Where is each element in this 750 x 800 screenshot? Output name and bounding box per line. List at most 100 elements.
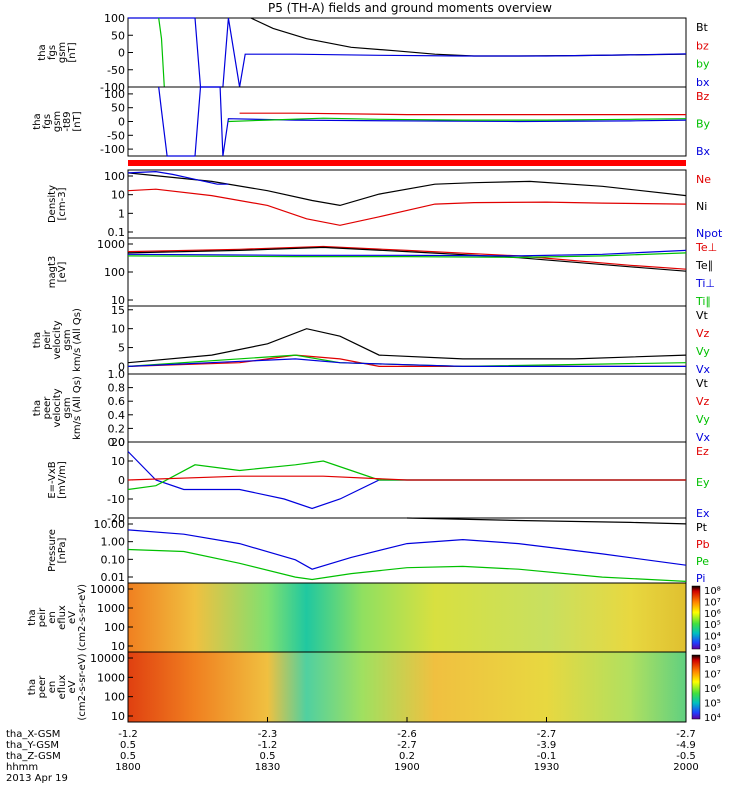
spectrogram-image (128, 652, 686, 722)
colorbar-label: 10⁵ (704, 620, 721, 631)
legend-bx: bx (696, 76, 710, 89)
colorbar-label: 10⁴ (704, 632, 721, 643)
colorbar-label: 10⁸ (704, 655, 721, 666)
y-tick-label: -10 (107, 493, 125, 506)
series-Te∥ (127, 246, 687, 272)
y-axis-label: km/s (All Qs) (72, 376, 83, 440)
legend-Pe: Pe (696, 555, 709, 568)
y-axis-label: E=-VxB (47, 461, 58, 498)
x-tick-value: -3.9 (537, 740, 557, 751)
y-tick-label: 10 (111, 189, 125, 202)
y-tick-label: 10 (111, 455, 125, 468)
y-tick-label: 0.6 (108, 395, 126, 408)
legend-Npot: Npot (696, 227, 723, 240)
y-tick-label: 10000 (90, 583, 125, 596)
x-tick-value: -4.9 (676, 740, 696, 751)
y-axis-label: Pressure (47, 529, 58, 572)
y-axis-label: [eV] (57, 262, 68, 283)
panel-peer_spec (127, 651, 701, 723)
y-axis-label: fgs (42, 114, 53, 129)
y-tick-label: 1000 (97, 671, 125, 684)
series-Vt (127, 328, 687, 364)
x-tick-value: 0.5 (120, 751, 136, 762)
y-tick-label: 10000 (90, 652, 125, 665)
x-row-label: tha_X-GSM (6, 729, 60, 740)
y-tick-label: 15 (111, 304, 125, 317)
panel-frame (127, 237, 687, 307)
y-tick-label: 10.00 (94, 518, 126, 531)
y-tick-label: -20 (107, 512, 125, 525)
legend-By: By (696, 118, 711, 131)
flag-bar (128, 160, 686, 166)
legend-Vt: Vt (696, 377, 709, 390)
y-tick-label: -50 (107, 129, 125, 142)
y-tick-label: 0.4 (108, 409, 126, 422)
y-axis-label: gsm (62, 329, 73, 350)
x-tick-value: 1900 (394, 762, 419, 773)
y-axis-label: [nT] (67, 42, 78, 62)
y-tick-label: 0.8 (108, 382, 126, 395)
y-axis-label: [nPa] (57, 537, 68, 563)
y-axis-label: (cm2-s-sr-eV) (77, 584, 88, 651)
series-Te⊥ (127, 245, 687, 270)
series-bx (128, 17, 687, 88)
y-tick-label: 100 (104, 88, 125, 101)
y-axis-label: en (47, 681, 58, 694)
legend-Pb: Pb (696, 538, 710, 551)
legend-Vy: Vy (696, 345, 710, 358)
y-tick-label: 0.2 (108, 422, 126, 435)
y-axis-label: [cm-3] (57, 187, 68, 220)
panel-frame (127, 169, 687, 239)
y-axis-label: tha (27, 609, 38, 625)
legend-bz: bz (696, 39, 709, 52)
y-tick-label: 1.0 (108, 368, 126, 381)
y-axis-label: tha (32, 332, 43, 348)
y-tick-label: 20 (111, 436, 125, 449)
series-Bz (239, 112, 686, 116)
legend-Ex: Ex (696, 507, 710, 520)
x-tick-value: 0.2 (399, 751, 415, 762)
legend-Pi: Pi (696, 572, 705, 585)
x-tick-value: -2.7 (537, 729, 557, 740)
y-axis-label: [mV/m] (57, 461, 68, 499)
y-tick-label: -100 (100, 81, 125, 94)
y-axis-label: eflux (57, 675, 68, 700)
spectrogram-image (128, 583, 686, 652)
colorbar-label: 10⁴ (704, 713, 721, 724)
y-axis-label: peer (37, 675, 48, 699)
y-axis-label: -t89 (62, 111, 73, 131)
panel-peir_spec (127, 582, 701, 653)
series-Pe (127, 548, 687, 582)
legend-Ni: Ni (696, 200, 707, 213)
y-tick-label: 100 (104, 691, 125, 704)
y-axis-label: tha (37, 44, 48, 60)
y-tick-label: -50 (107, 64, 125, 77)
x-tick-value: -2.7 (397, 740, 417, 751)
y-axis-label: tha (32, 113, 43, 129)
y-axis-label: eV (67, 680, 78, 693)
colorbar (691, 585, 701, 650)
y-axis-label: velocity (52, 388, 63, 427)
colorbar-label: 10⁸ (704, 586, 721, 597)
y-axis-label: tha (27, 679, 38, 695)
legend-Bt: Bt (696, 21, 709, 34)
x-tick-value: 1930 (534, 762, 559, 773)
legend-Vx: Vx (696, 363, 711, 376)
legend-Te∥: Te∥ (695, 259, 713, 272)
colorbar (691, 654, 701, 720)
y-tick-label: 0 (118, 116, 125, 129)
legend-Ti⊥: Ti⊥ (695, 277, 715, 290)
legend-Vz: Vz (696, 327, 710, 340)
series-Ni (127, 172, 687, 207)
series-Ti⊥ (127, 249, 687, 257)
legend-Vy: Vy (696, 413, 710, 426)
x-tick-value: -2.3 (258, 729, 278, 740)
y-tick-label: 50 (111, 102, 125, 115)
y-tick-label: 0 (118, 47, 125, 60)
series-Ez (127, 475, 686, 481)
y-axis-label: [nT] (72, 111, 83, 131)
series-Npot (127, 170, 229, 185)
series-Ne (127, 188, 687, 226)
y-axis-label: tha (32, 400, 43, 416)
y-tick-label: -100 (100, 143, 125, 156)
